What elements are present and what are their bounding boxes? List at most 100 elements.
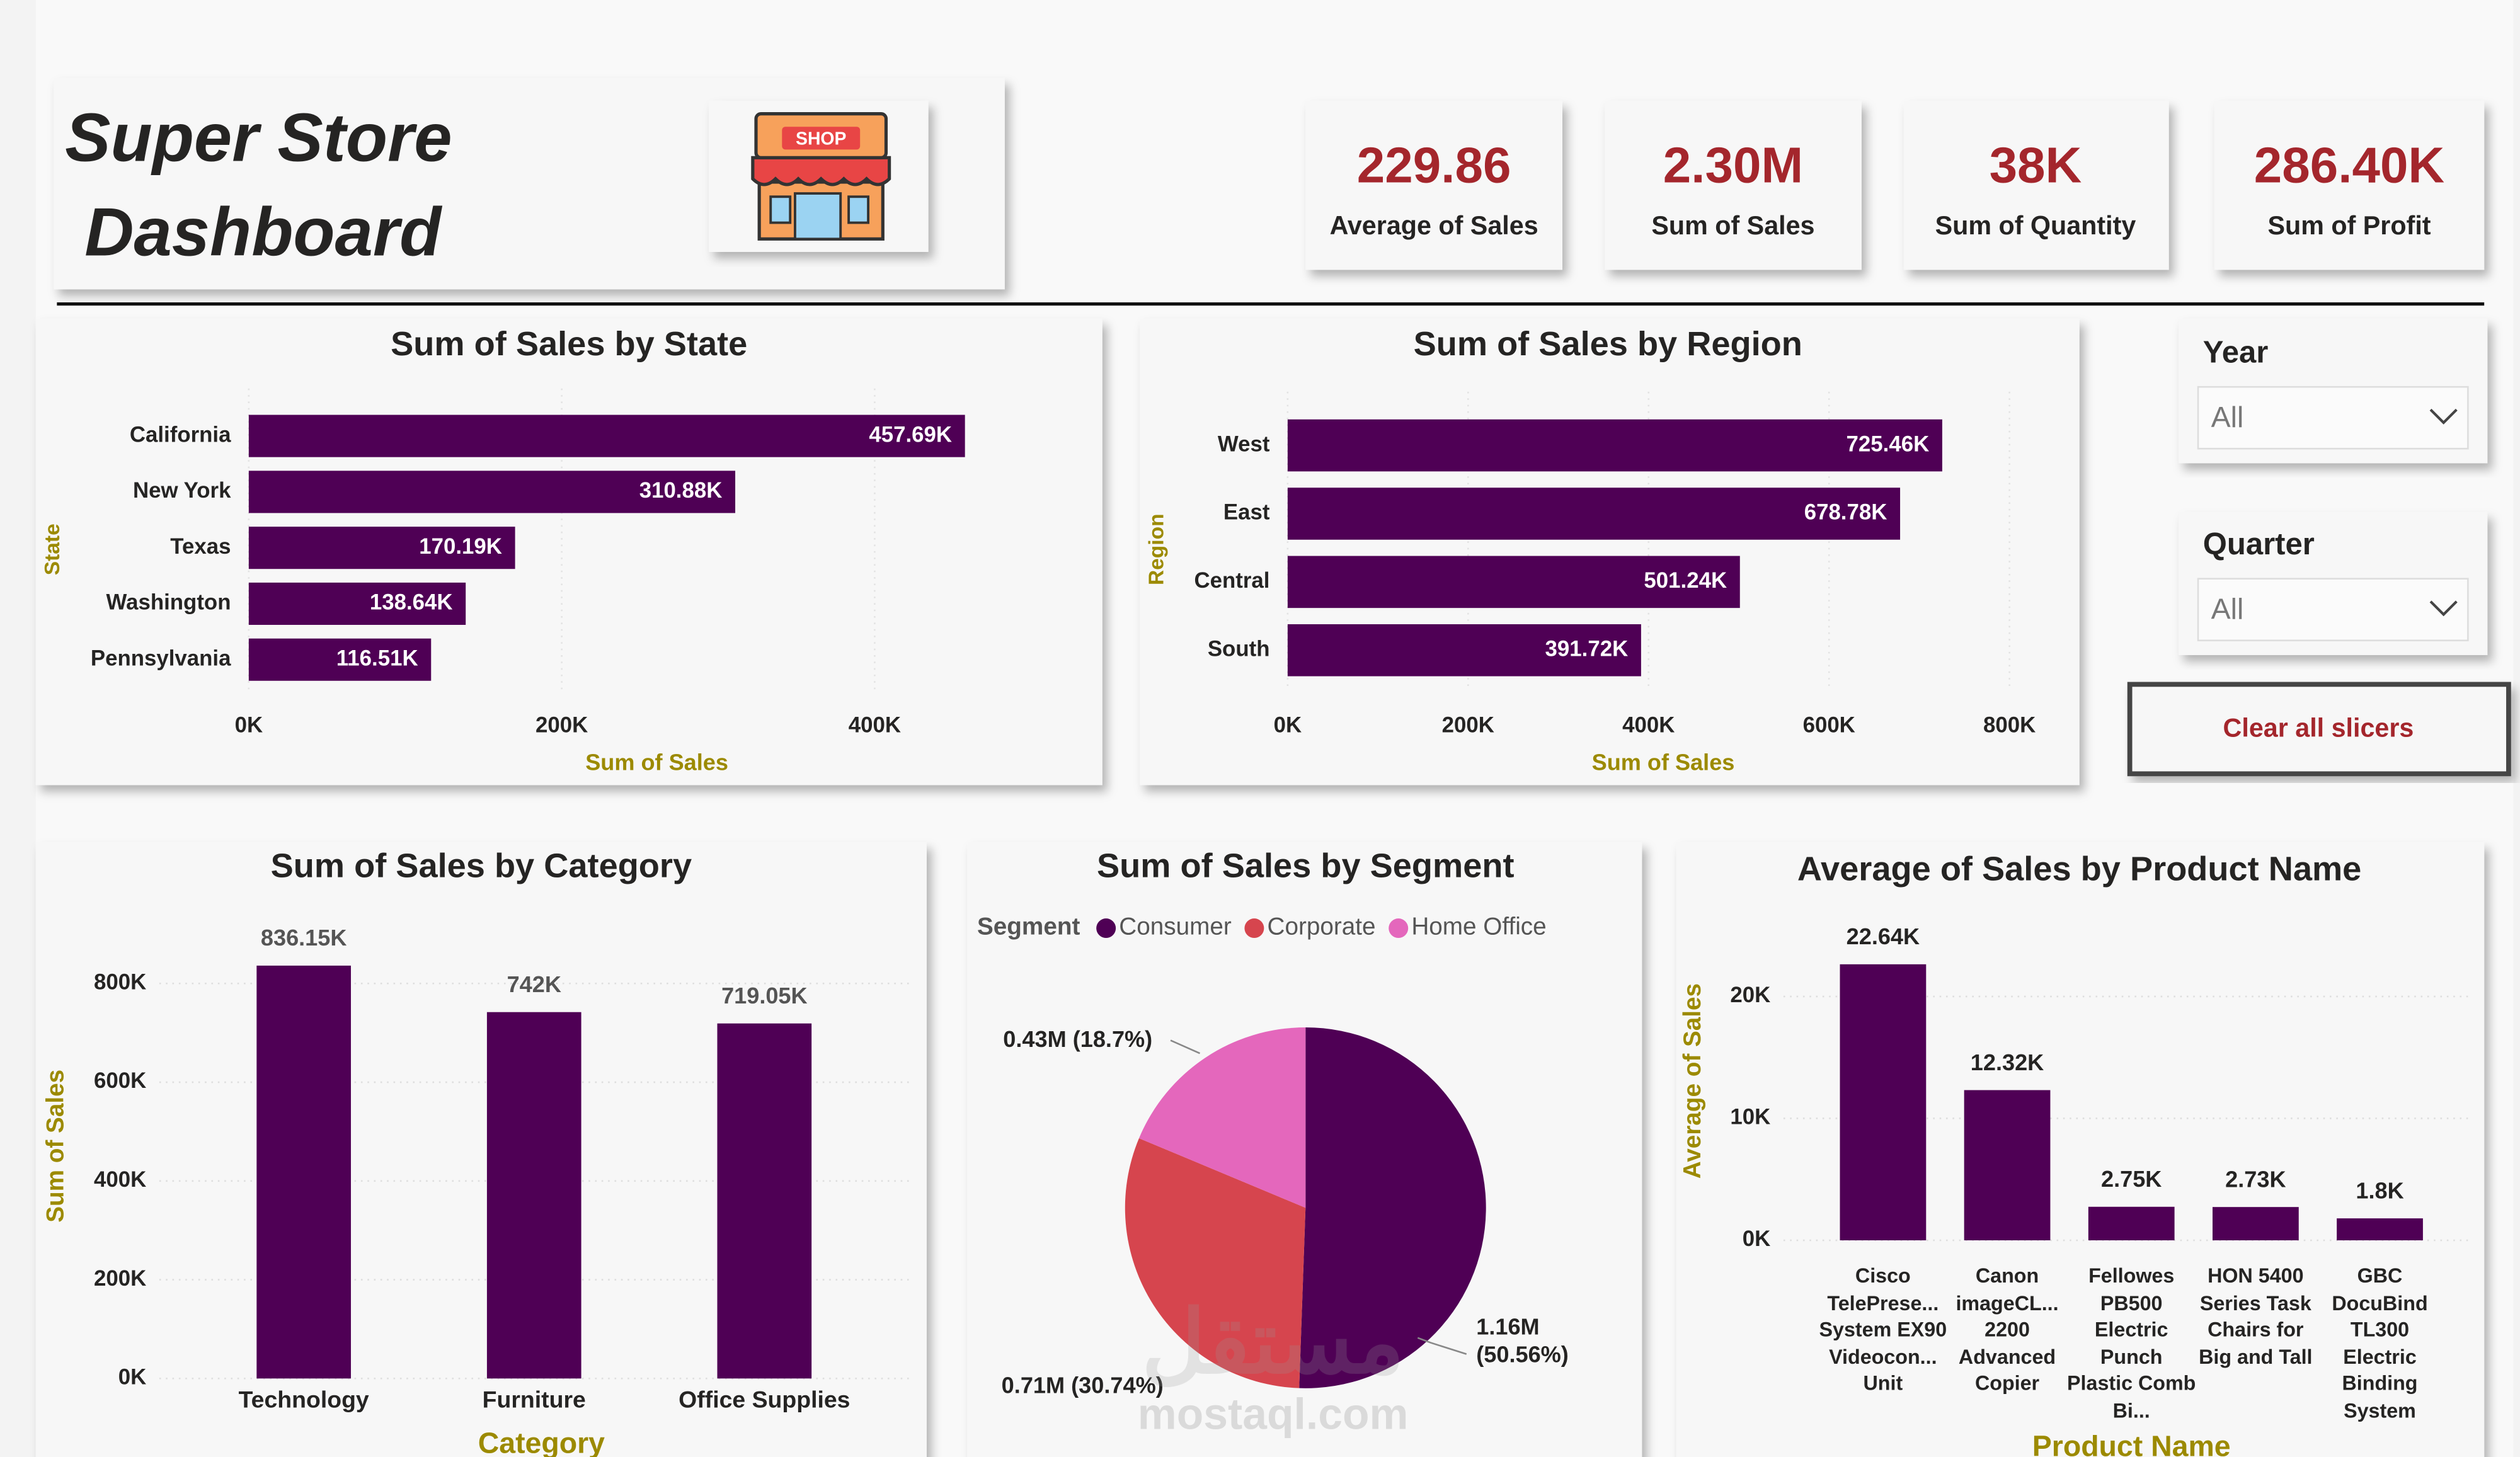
y-tick-label: New York [133, 478, 231, 503]
slicer-value[interactable]: All [2211, 593, 2244, 626]
data-label: 725.46K [1847, 431, 1930, 456]
x-tick-label: Office Supplies [679, 1386, 850, 1412]
chart-card [1676, 842, 2485, 1457]
kpi-value: 286.40K [2254, 137, 2445, 193]
x-tick-label-box: GBC DocuBind TL300 Electric Binding Syst… [2332, 1264, 2428, 1422]
bar [256, 965, 352, 1379]
data-label: 2.75K [2101, 1166, 2162, 1192]
kpi-label: Sum of Sales [1651, 211, 1814, 240]
y-tick-label: South [1208, 636, 1270, 661]
shop-icon [751, 112, 891, 241]
y-tick-label: 200K [94, 1266, 146, 1291]
y-tick-label: West [1218, 431, 1270, 456]
data-label: 1.16M (50.56%) [1476, 1313, 1569, 1367]
data-label: 2.73K [2225, 1166, 2286, 1192]
x-tick-label: HON 5400 Series Task Chairs for Big and … [2199, 1264, 2313, 1369]
data-label: 116.51K [336, 646, 418, 670]
data-label: 22.64K [1847, 923, 1920, 949]
kpi-card [1605, 100, 1862, 270]
data-label: 742K [507, 971, 561, 997]
slicer-label: Year [2203, 336, 2269, 370]
y-tick-label: 800K [94, 969, 146, 994]
kpi-label: Average of Sales [1330, 211, 1538, 240]
x-tick-label: 400K [1622, 713, 1675, 738]
chevron[interactable] [2429, 600, 2458, 617]
data-label: 1.8K [2356, 1177, 2403, 1203]
leader-line [1417, 1337, 1467, 1355]
y-tick-label: Washington [106, 590, 231, 615]
data-label: 138.64K [370, 590, 453, 615]
kpi-card [1305, 100, 1562, 270]
x-axis-label: Category [478, 1426, 605, 1457]
data-label: 501.24K [1644, 568, 1727, 593]
bar [486, 1012, 581, 1379]
x-tick-label: Furniture [483, 1386, 586, 1412]
data-label: 0.43M (18.7%) [1003, 1026, 1153, 1052]
data-label: 457.69K [869, 422, 952, 447]
kpi-label: Sum of Quantity [1935, 211, 2136, 240]
data-label: 310.88K [639, 478, 723, 503]
bar [248, 471, 736, 513]
chart-title: Sum of Sales by Category [271, 847, 692, 884]
bar [1287, 419, 1942, 472]
pie-slice [1299, 1027, 1486, 1388]
leader-line [1170, 1039, 1201, 1054]
legend-label: Corporate [1268, 913, 1376, 940]
x-tick-label: 200K [536, 713, 588, 738]
legend-title: Segment [977, 913, 1080, 940]
data-label: 719.05K [721, 983, 808, 1008]
chart-card [1140, 318, 2080, 786]
y-tick-label: Central [1194, 568, 1269, 593]
kpi-card [2214, 100, 2485, 270]
bar [717, 1023, 812, 1379]
kpi-value: 229.86 [1357, 137, 1511, 193]
clear-button[interactable] [2127, 682, 2511, 777]
data-label: 391.72K [1545, 636, 1629, 661]
x-axis-label: Product Name [2032, 1430, 2231, 1457]
legend-label: Home Office [1411, 913, 1546, 940]
y-tick-label: California [130, 422, 231, 447]
x-tick-label: 400K [849, 713, 901, 738]
y-axis-label: Region [1145, 513, 1168, 585]
watermark: مستقل [1142, 1293, 1404, 1391]
slicer-dropdown[interactable] [2197, 386, 2469, 450]
bar [2337, 1218, 2423, 1241]
chart-title: Sum of Sales by Segment [1097, 847, 1514, 884]
slicer-label: Quarter [2203, 527, 2315, 561]
slicer-value[interactable]: All [2211, 401, 2244, 433]
y-tick-label: East [1223, 500, 1270, 525]
data-label: 12.32K [1971, 1049, 2044, 1075]
clear-button-label[interactable]: Clear all slicers [2223, 714, 2414, 743]
y-tick-label: 400K [94, 1167, 146, 1192]
bar [1287, 624, 1641, 677]
watermark: mostaql.com [1138, 1390, 1409, 1439]
y-axis-label: Sum of Sales [42, 1070, 69, 1223]
data-label-box: 0.71M (30.74%) [1001, 1372, 1164, 1398]
x-tick-label: Technology [239, 1386, 369, 1412]
pie-slice [1125, 1138, 1306, 1388]
slicer-dropdown[interactable] [2197, 578, 2469, 642]
x-tick-label: GBC DocuBind TL300 Electric Binding Syst… [2332, 1264, 2428, 1422]
data-label: 836.15K [261, 925, 347, 951]
x-tick-label: 600K [1803, 713, 1855, 738]
bar [1287, 488, 1901, 540]
x-tick-label: Cisco TelePrese... System EX90 Videocon.… [1819, 1264, 1947, 1396]
pie-slice [1138, 1027, 1306, 1208]
x-tick-label-box: Canon imageCL... 2200 Advanced Copier [1956, 1265, 2058, 1395]
y-axis-label: State [41, 523, 64, 575]
x-tick-label: 200K [1442, 713, 1494, 738]
chevron[interactable] [2429, 408, 2458, 425]
data-label-box: 0.43M (18.7%) [1003, 1026, 1153, 1052]
x-axis-label: Sum of Sales [585, 749, 728, 775]
x-tick-label: 0K [1274, 713, 1302, 738]
y-tick-label: 10K [1730, 1105, 1770, 1129]
legend-swatch [1389, 918, 1409, 939]
legend-label: Consumer [1119, 913, 1232, 940]
kpi-value: 38K [1990, 137, 2082, 193]
bar [248, 638, 432, 681]
y-tick-label: 0K [1743, 1226, 1771, 1251]
title-line: Super Store [65, 100, 452, 176]
logo-text: SHOP [796, 129, 846, 149]
data-label: 0.71M (30.74%) [1001, 1372, 1164, 1398]
